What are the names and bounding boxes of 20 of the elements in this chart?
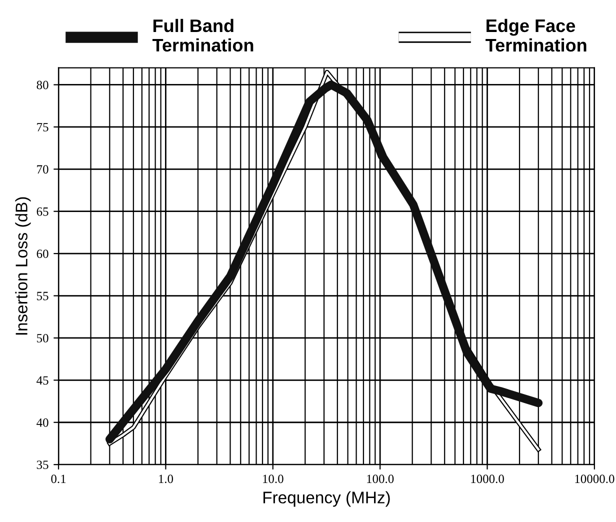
y-tick-label: 45 (36, 376, 48, 385)
y-tick-label: 50 (37, 334, 48, 342)
y-tick-label: 35 (36, 460, 48, 470)
x-tick-label: 1.0 (158, 474, 174, 484)
x-axis-title: Frequency (MHz) (263, 491, 390, 507)
y-tick-label: 70 (37, 165, 48, 174)
legend-label: Edge Face Termination (486, 18, 586, 52)
y-tick-label: 60 (36, 250, 48, 258)
x-tick-label: 1000.0 (471, 474, 504, 484)
x-tick-label: 100.0 (367, 474, 394, 484)
y-tick-label: 65 (36, 207, 48, 216)
x-tick-label: 10.0 (263, 474, 284, 484)
y-tick-label: 75 (37, 123, 48, 132)
y-tick-label: 55 (37, 292, 48, 300)
y-tick-label: 80 (36, 80, 48, 90)
y-axis-title: Insertion Loss (dB) (15, 197, 31, 335)
legend-label: Full Band Termination (152, 18, 254, 52)
y-tick-label: 40 (36, 418, 48, 427)
x-tick-label: 0.1 (51, 474, 66, 484)
x-tick-label: 10000.0 (575, 474, 614, 484)
